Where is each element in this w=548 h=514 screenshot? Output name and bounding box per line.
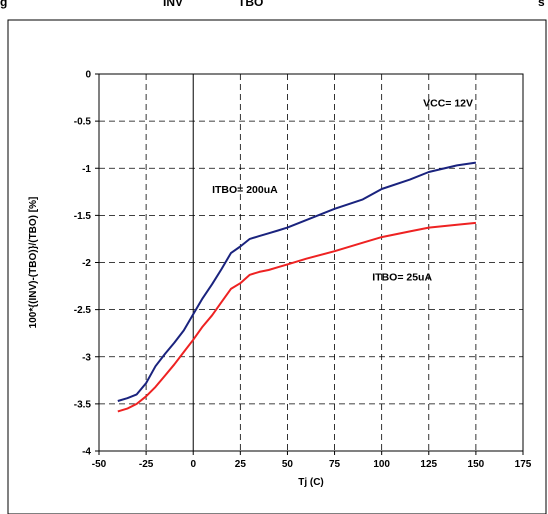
- header-fragment-right: s: [538, 0, 545, 9]
- series-line-1: [117, 161, 477, 402]
- x-tick-label: 0: [190, 459, 196, 470]
- header-fragment-inv: INV: [163, 0, 183, 9]
- y-tick-label: -3: [82, 352, 91, 363]
- tick-labels: -50 -25 0 25 50 75 100 125 150 175 0 -0.5 -1 -1.5 -2 -2…: [74, 70, 532, 471]
- annotations: VCC= 12V ITBO= 200uA ITBO= 25uA: [212, 97, 473, 283]
- outer-frame: [7, 19, 547, 514]
- y-tick-label: -0.5: [74, 117, 92, 128]
- x-axis-title: Tj (C): [298, 477, 324, 488]
- annotation-1: VCC= 12V: [423, 97, 473, 109]
- header-fragment-tbo: TBO: [238, 0, 263, 9]
- series-group: [117, 161, 477, 413]
- y-tick-label: -4: [82, 447, 91, 458]
- y-axis-title: 100*{(INV)-(TBO)}/(TBO) [%]: [28, 197, 39, 329]
- x-tick-label: 150: [468, 459, 485, 470]
- x-tick-label: 125: [420, 459, 437, 470]
- y-tick-label: -1: [82, 164, 91, 175]
- y-tick-label: -1.5: [74, 211, 92, 222]
- axes: [95, 73, 524, 455]
- series-line-2: [117, 221, 477, 413]
- x-tick-label: 75: [329, 459, 341, 470]
- x-tick-label: 25: [235, 459, 247, 470]
- x-tick-label: 50: [282, 459, 294, 470]
- x-tick-label: -25: [139, 459, 154, 470]
- x-tick-label: 175: [515, 459, 532, 470]
- annotation-2: ITBO= 200uA: [212, 184, 278, 196]
- annotation-3: ITBO= 25uA: [372, 272, 432, 284]
- x-tick-label: 100: [373, 459, 390, 470]
- x-tick-label: -50: [92, 459, 107, 470]
- grid: [99, 74, 523, 451]
- y-tick-label: -3.5: [74, 399, 92, 410]
- header-fragment-left: g: [0, 0, 7, 9]
- y-tick-label: -2.5: [74, 305, 92, 316]
- y-tick-label: 0: [85, 70, 91, 81]
- y-tick-label: -2: [82, 258, 91, 269]
